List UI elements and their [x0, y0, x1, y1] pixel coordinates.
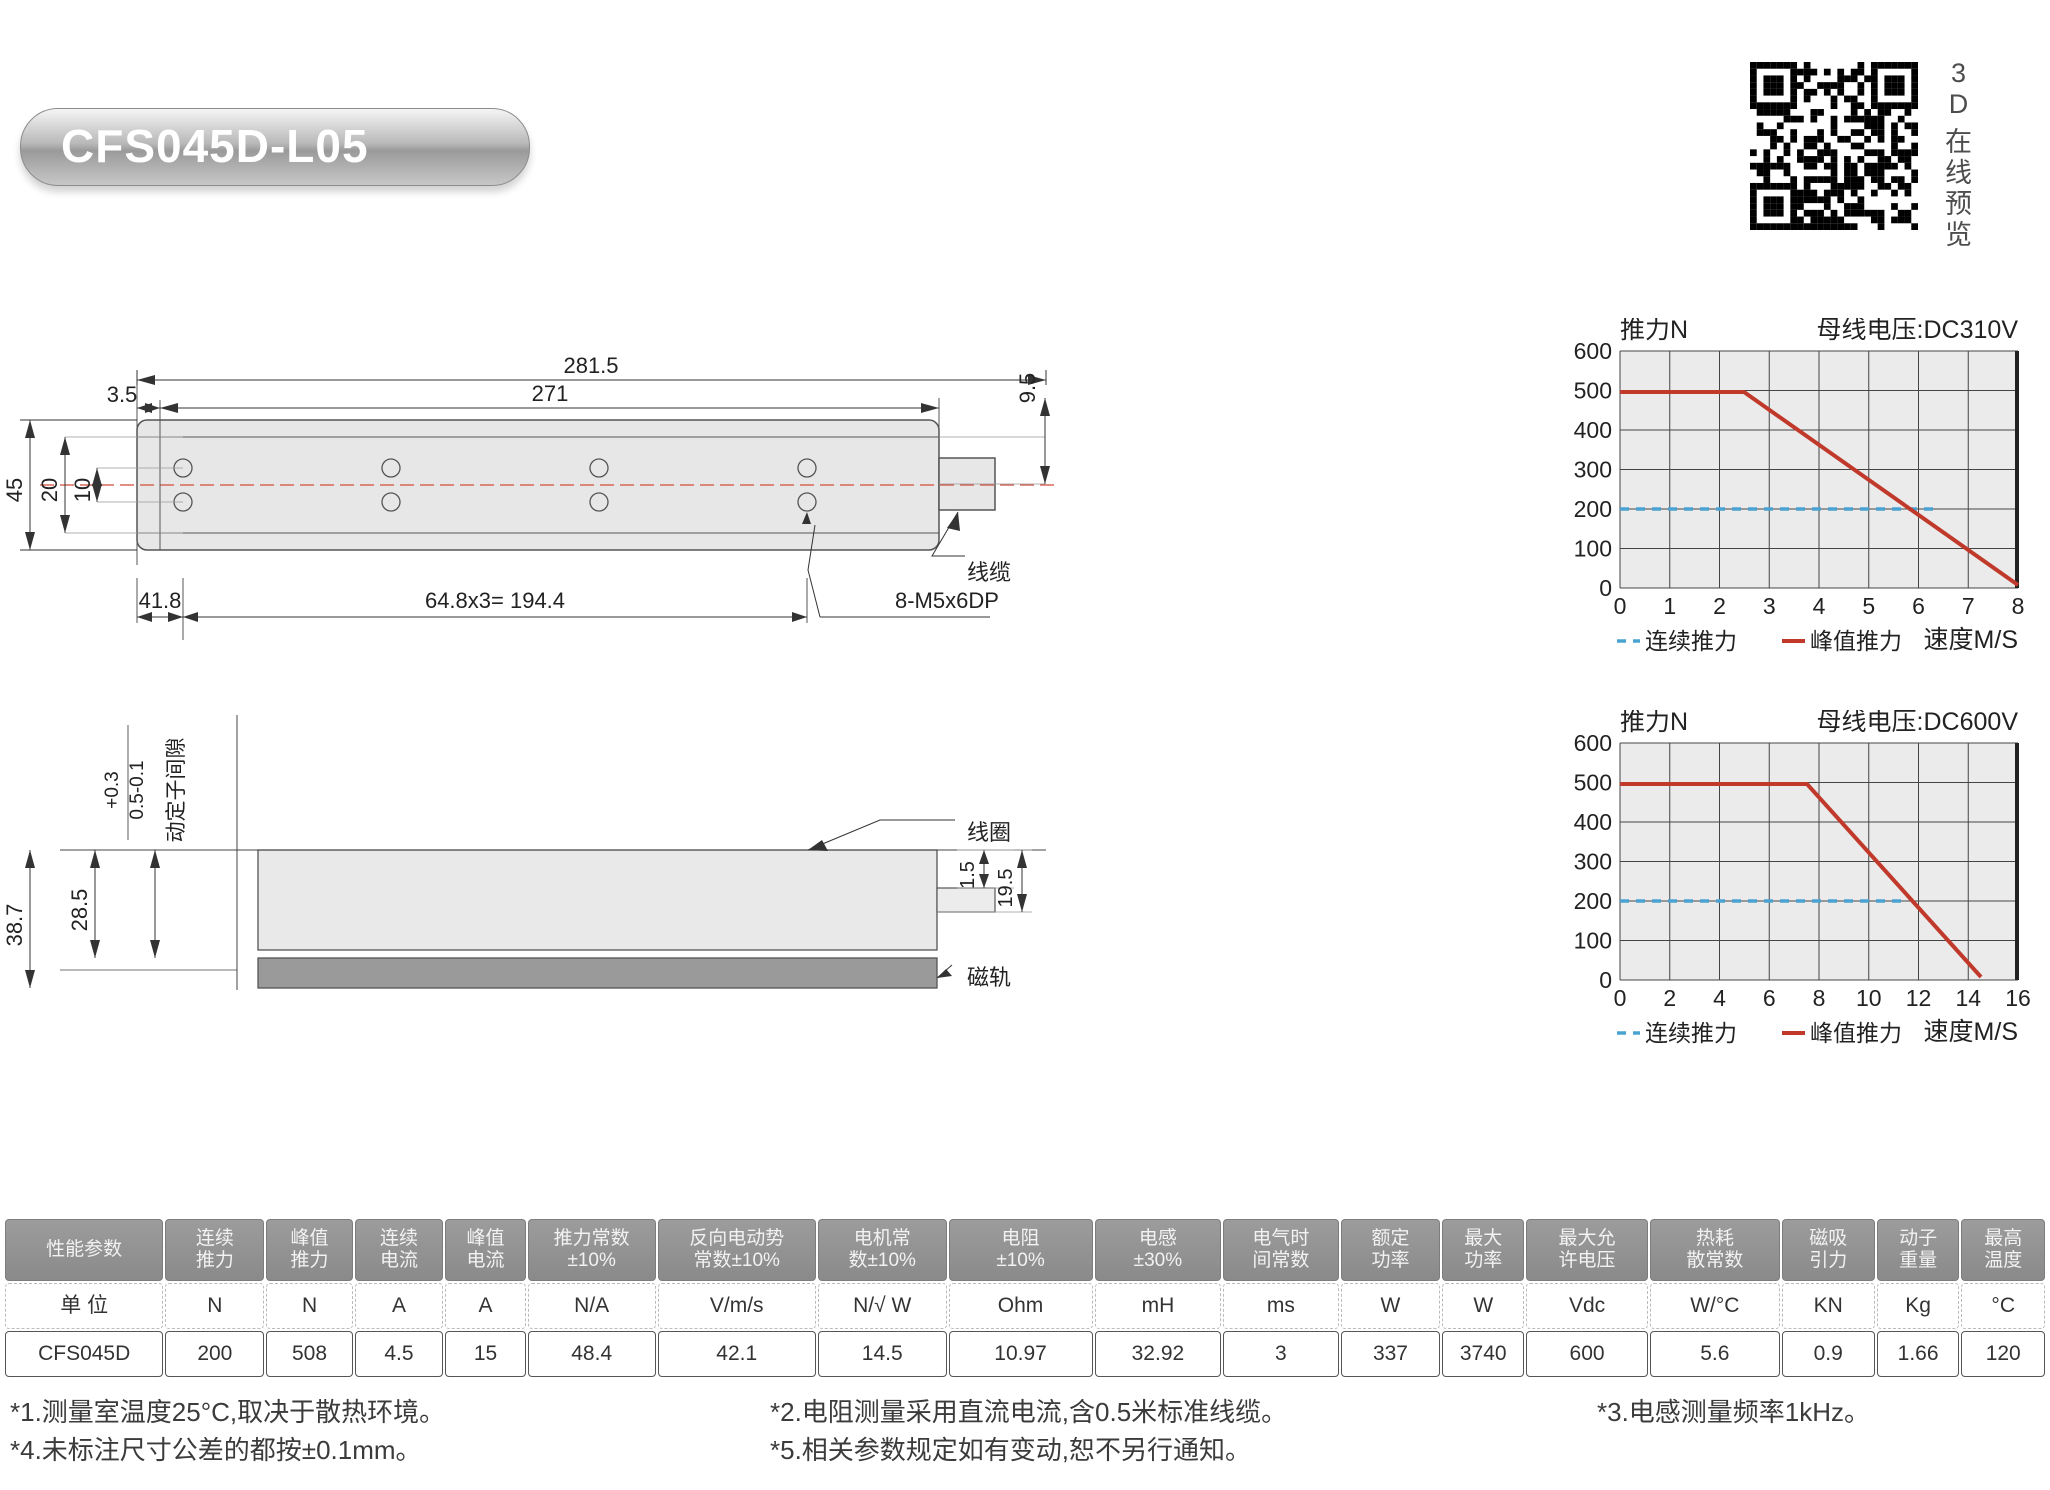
- svg-text:100: 100: [1574, 536, 1612, 562]
- svg-text:4: 4: [1813, 593, 1826, 619]
- svg-text:2: 2: [1663, 985, 1676, 1011]
- svg-text:200: 200: [1574, 888, 1612, 914]
- svg-text:7: 7: [1962, 593, 1975, 619]
- svg-text:8-M5x6DP: 8-M5x6DP: [895, 588, 999, 613]
- svg-text:600: 600: [1574, 338, 1612, 364]
- svg-text:8: 8: [1813, 985, 1826, 1011]
- svg-text:28.5: 28.5: [67, 889, 92, 932]
- svg-text:0: 0: [1614, 593, 1627, 619]
- svg-text:45: 45: [2, 478, 27, 502]
- svg-text:20: 20: [37, 478, 62, 502]
- svg-text:0.5-0.1: 0.5-0.1: [127, 760, 148, 819]
- svg-text:271: 271: [532, 381, 569, 406]
- svg-text:2: 2: [1713, 593, 1726, 619]
- svg-text:母线电压:DC600V: 母线电压:DC600V: [1817, 710, 2019, 736]
- svg-text:19.5: 19.5: [995, 869, 1017, 908]
- svg-text:磁轨: 磁轨: [967, 965, 1011, 990]
- svg-text:0: 0: [1599, 967, 1612, 993]
- svg-text:峰值推力: 峰值推力: [1810, 628, 1902, 654]
- svg-text:600: 600: [1574, 730, 1612, 756]
- svg-text:母线电压:DC310V: 母线电压:DC310V: [1817, 318, 2019, 344]
- svg-text:16: 16: [2005, 985, 2031, 1011]
- svg-text:峰值推力: 峰值推力: [1810, 1020, 1902, 1046]
- svg-text:12: 12: [1906, 985, 1932, 1011]
- svg-text:500: 500: [1574, 770, 1612, 796]
- svg-text:线圈: 线圈: [967, 820, 1011, 845]
- svg-text:3: 3: [1763, 593, 1776, 619]
- svg-text:10: 10: [70, 478, 95, 502]
- svg-text:推力N: 推力N: [1620, 318, 1688, 344]
- svg-text:400: 400: [1574, 417, 1612, 443]
- svg-text:300: 300: [1574, 849, 1612, 875]
- svg-text:6: 6: [1912, 593, 1925, 619]
- svg-text:6: 6: [1763, 985, 1776, 1011]
- svg-text:3.5: 3.5: [107, 382, 138, 407]
- svg-text:速度M/S: 速度M/S: [1924, 1018, 2018, 1046]
- svg-text:5: 5: [1862, 593, 1875, 619]
- svg-text:动定子间隙: 动定子间隙: [165, 738, 188, 843]
- svg-text:8: 8: [2012, 593, 2025, 619]
- svg-text:200: 200: [1574, 496, 1612, 522]
- svg-text:100: 100: [1574, 928, 1612, 954]
- svg-text:400: 400: [1574, 809, 1612, 835]
- svg-text:300: 300: [1574, 457, 1612, 483]
- svg-text:38.7: 38.7: [2, 904, 27, 947]
- svg-text:64.8x3= 194.4: 64.8x3= 194.4: [425, 588, 565, 613]
- svg-text:9.5: 9.5: [1015, 373, 1040, 404]
- svg-text:281.5: 281.5: [563, 353, 618, 378]
- svg-text:14: 14: [1955, 985, 1981, 1011]
- svg-text:+0.3: +0.3: [102, 771, 123, 809]
- svg-text:速度M/S: 速度M/S: [1924, 626, 2018, 654]
- svg-text:连续推力: 连续推力: [1645, 1020, 1737, 1046]
- svg-text:推力N: 推力N: [1620, 710, 1688, 736]
- svg-text:500: 500: [1574, 378, 1612, 404]
- svg-text:连续推力: 连续推力: [1645, 628, 1737, 654]
- svg-text:1: 1: [1663, 593, 1676, 619]
- svg-text:41.8: 41.8: [139, 588, 182, 613]
- svg-text:线缆: 线缆: [967, 560, 1011, 585]
- svg-text:1.5: 1.5: [957, 861, 979, 889]
- svg-text:10: 10: [1856, 985, 1882, 1011]
- svg-text:0: 0: [1599, 575, 1612, 601]
- svg-text:0: 0: [1614, 985, 1627, 1011]
- svg-text:4: 4: [1713, 985, 1726, 1011]
